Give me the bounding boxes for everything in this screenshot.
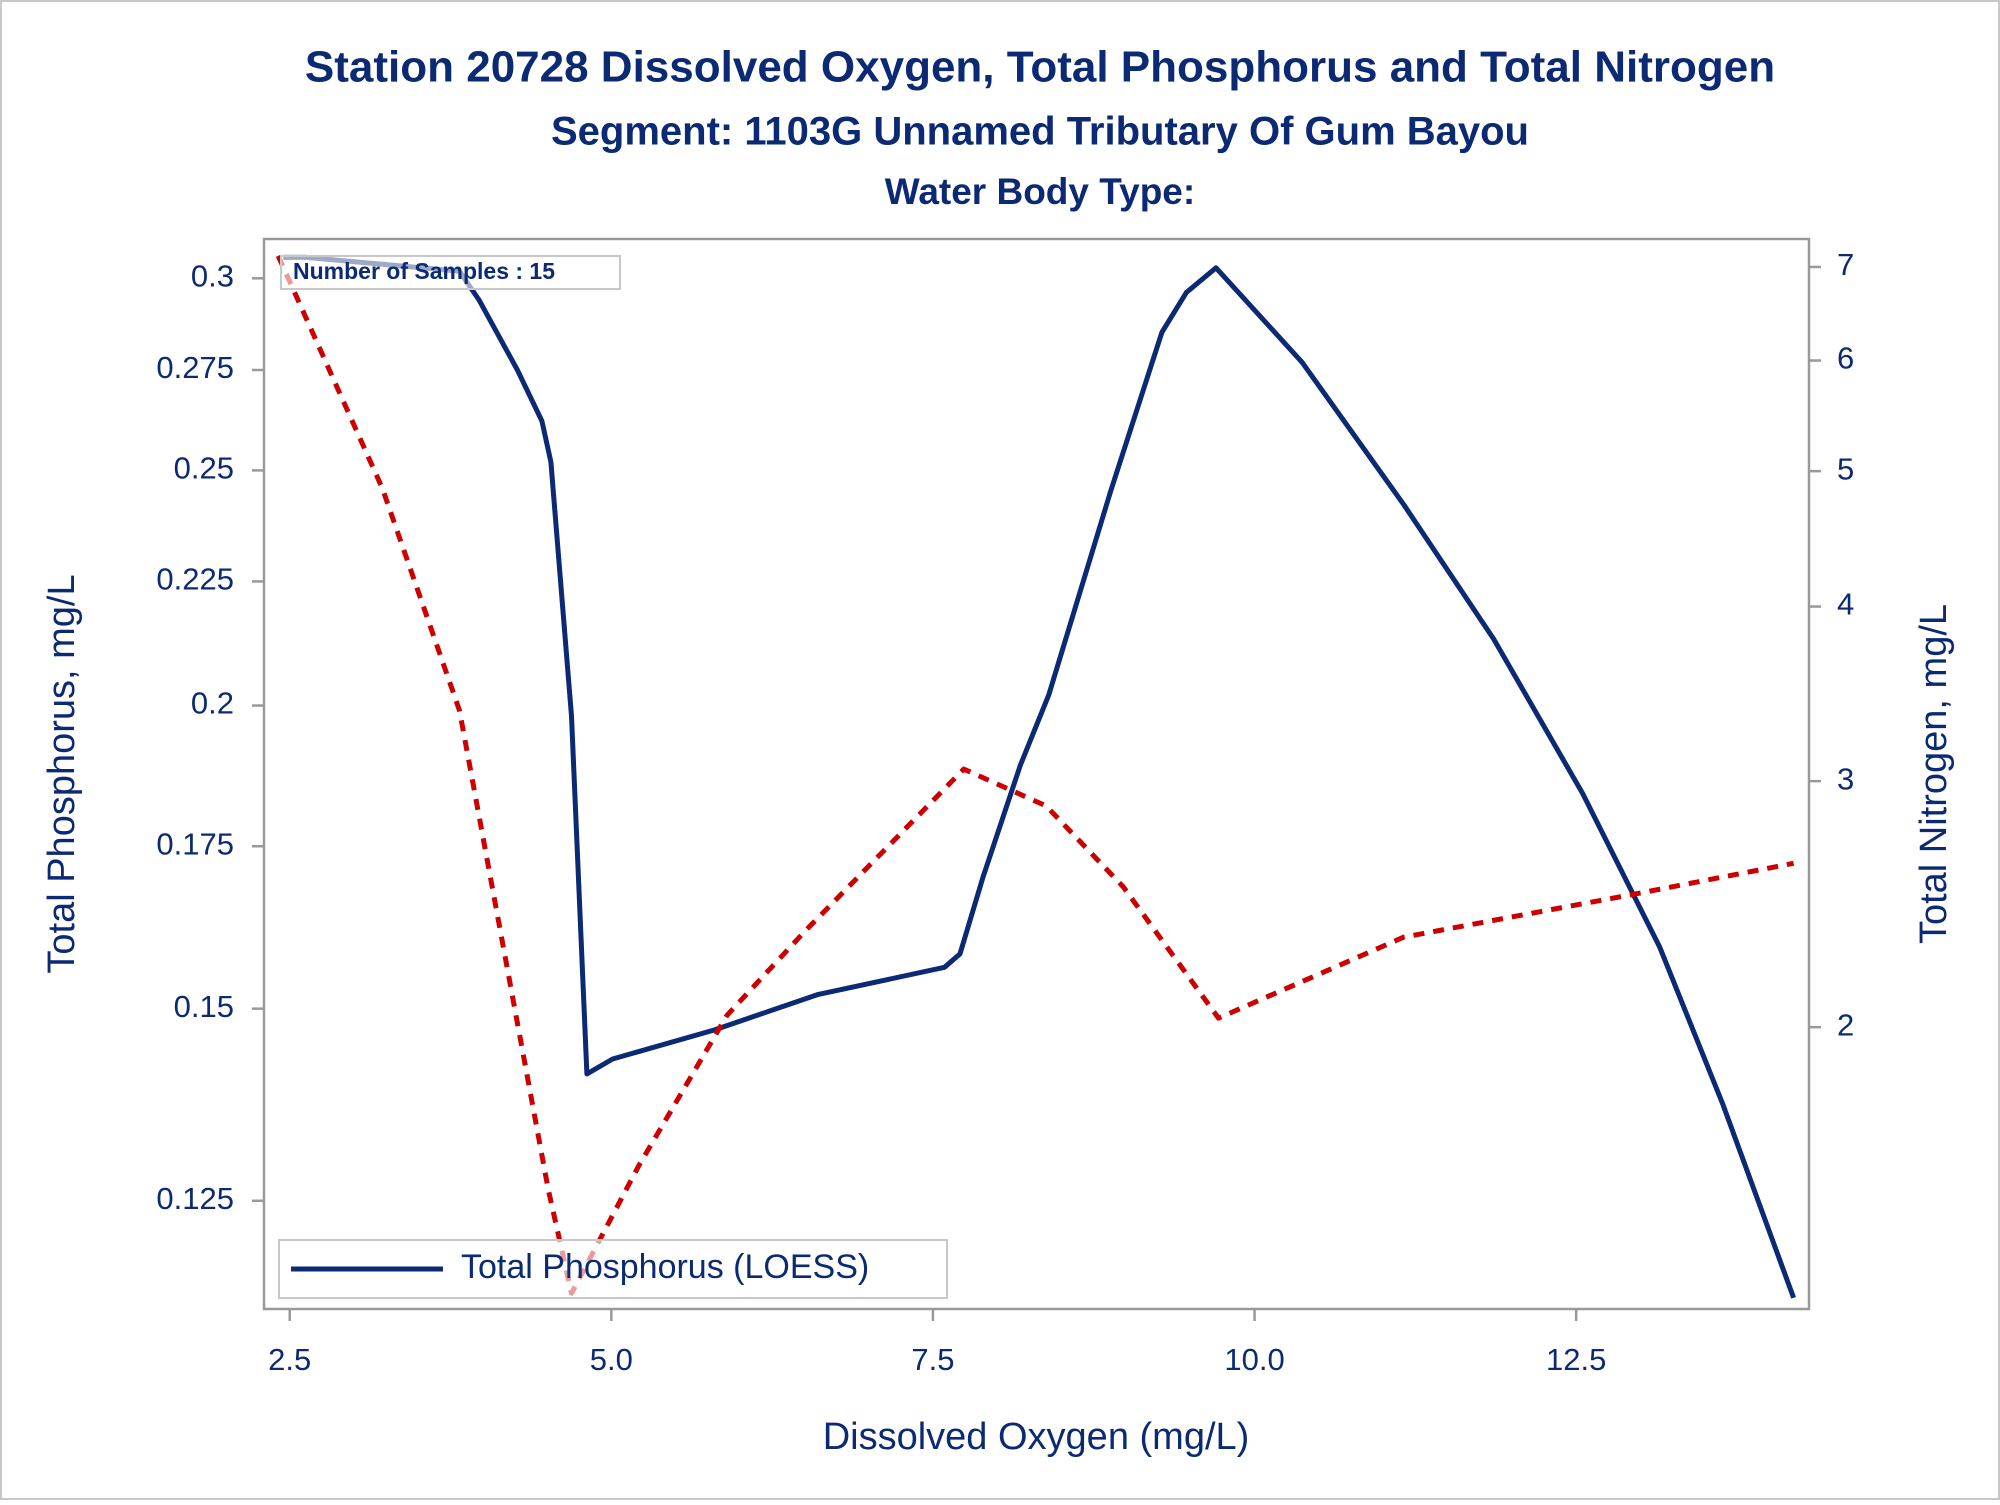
y-tick-label: 0.2 xyxy=(191,686,234,721)
plot-frame xyxy=(262,237,1811,1311)
chart-subtitle: Segment: 1103G Unnamed Tributary Of Gum … xyxy=(551,110,1529,154)
x-tick-label: 2.5 xyxy=(268,1342,311,1377)
x-tick-label: 10.0 xyxy=(1224,1342,1284,1377)
line-series xyxy=(283,254,1796,1299)
y-tick-label: 0.25 xyxy=(174,451,234,486)
y-tick-label: 0.175 xyxy=(156,826,234,861)
y2-tick-label: 6 xyxy=(1837,341,1854,376)
y-tick-label: 0.125 xyxy=(156,1181,234,1216)
y2-tick-label: 7 xyxy=(1837,247,1854,282)
x-tick-label: 5.0 xyxy=(590,1342,633,1377)
y-tick-label: 0.225 xyxy=(156,562,234,597)
legend-label: Total Phosphorus (LOESS) xyxy=(461,1248,869,1286)
y2-tick-label: 2 xyxy=(1837,1007,1854,1042)
y-tick-label: 0.275 xyxy=(156,350,234,385)
y-axis-label: Total Phosphorus, mg/L xyxy=(41,574,83,973)
x-tick-label: 7.5 xyxy=(911,1342,954,1377)
y2-tick-label: 4 xyxy=(1837,587,1854,622)
y-tick-label: 0.3 xyxy=(191,258,234,293)
annotation-box xyxy=(280,255,621,290)
y-tick-label: 0.15 xyxy=(174,989,234,1024)
line-series xyxy=(275,254,1795,1296)
y2-tick-label: 3 xyxy=(1837,761,1854,796)
chart-subtitle2: Water Body Type: xyxy=(885,171,1195,212)
chart-title: Station 20728 Dissolved Oxygen, Total Ph… xyxy=(305,43,1775,92)
y2-axis-label: Total Nitrogen, mg/L xyxy=(1913,604,1955,944)
y2-tick-label: 5 xyxy=(1837,451,1854,486)
annotation: Number of Samples : 15 xyxy=(293,258,555,284)
x-tick-label: 12.5 xyxy=(1546,1342,1606,1377)
x-axis-label: Dissolved Oxygen (mg/L) xyxy=(823,1416,1250,1458)
